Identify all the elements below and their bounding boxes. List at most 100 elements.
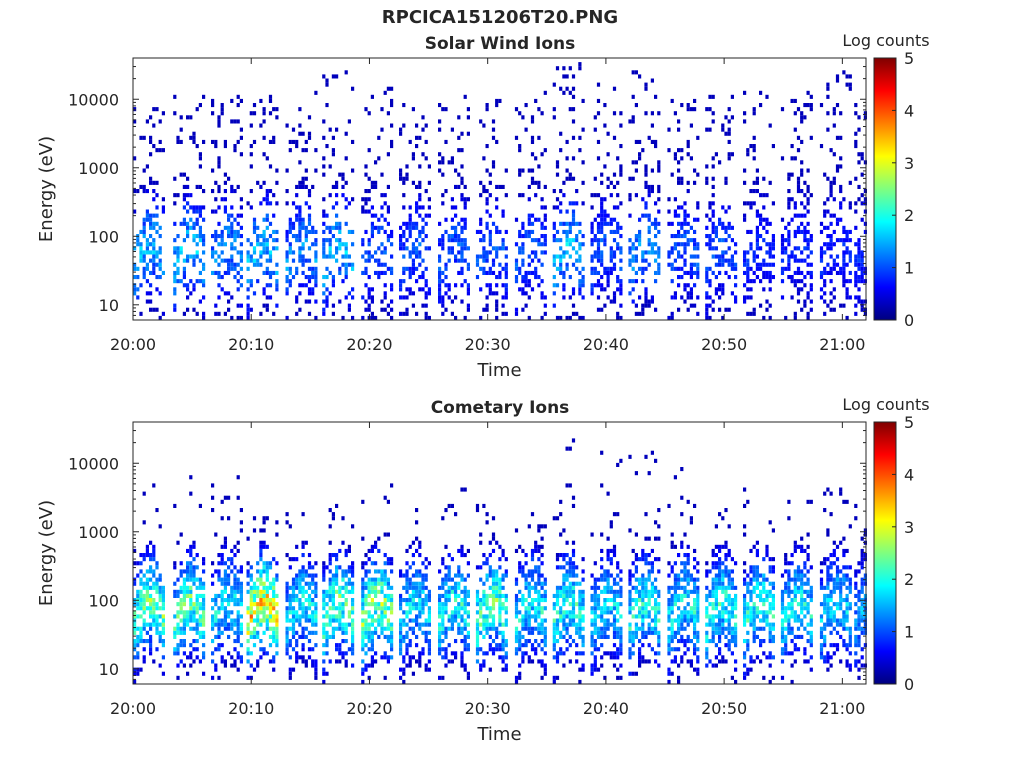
spectrogram-cell — [236, 119, 240, 124]
spectrogram-cell — [711, 213, 715, 218]
spectrogram-cell — [527, 659, 531, 664]
spectrogram-cell — [514, 528, 519, 533]
spectrogram-cell — [860, 299, 864, 304]
spectrogram-cell — [402, 266, 406, 271]
spectrogram-cell — [809, 135, 813, 140]
spectrogram-cell — [482, 307, 486, 312]
spectrogram-cell — [514, 135, 519, 140]
spectrogram-cell — [638, 229, 642, 234]
spectrogram-cell — [211, 508, 215, 513]
spectrogram-cell — [220, 238, 224, 243]
spectrogram-cell — [136, 643, 140, 648]
spectrogram-cell — [408, 270, 412, 275]
spectrogram-cell — [322, 311, 326, 316]
spectrogram-cell — [521, 225, 525, 230]
spectrogram-cell — [460, 270, 464, 275]
spectrogram-cell — [809, 275, 813, 280]
spectrogram-cell — [347, 610, 351, 615]
spectrogram-cell — [311, 266, 315, 271]
spectrogram-cell — [530, 643, 535, 648]
spectrogram-cell — [399, 238, 403, 243]
spectrogram-cell — [307, 585, 312, 590]
spectrogram-cell — [521, 287, 525, 292]
spectrogram-cell — [367, 634, 371, 639]
spectrogram-cell — [488, 553, 492, 558]
spectrogram-cell — [262, 520, 266, 525]
spectrogram-cell — [488, 287, 492, 292]
spectrogram-cell — [304, 606, 308, 611]
spectrogram-cell — [575, 630, 579, 635]
spectrogram-cell — [693, 254, 697, 259]
spectrogram-cell — [408, 606, 412, 611]
spectrogram-cell — [832, 176, 836, 181]
spectrogram-cell — [780, 266, 785, 271]
spectrogram-cell — [230, 213, 234, 218]
spectrogram-cell — [288, 242, 292, 247]
spectrogram-cell — [457, 630, 461, 635]
spectrogram-cell — [488, 593, 492, 598]
spectrogram-cell — [304, 573, 308, 578]
spectrogram-cell — [809, 250, 813, 255]
spectrogram-cell — [832, 197, 836, 202]
spectrogram-cell — [527, 262, 531, 267]
spectrogram-cell — [411, 291, 415, 296]
spectrogram-cell — [609, 589, 613, 594]
spectrogram-cell — [596, 667, 601, 672]
spectrogram-cell — [351, 262, 355, 267]
spectrogram-cell — [198, 659, 202, 664]
spectrogram-cell — [298, 107, 302, 112]
spectrogram-cell — [344, 266, 348, 271]
spectrogram-cell — [351, 606, 355, 611]
spectrogram-cell — [784, 315, 788, 320]
spectrogram-cell — [195, 618, 199, 623]
spectrogram-cell — [236, 569, 240, 574]
spectrogram-cell — [596, 250, 601, 255]
spectrogram-cell — [133, 156, 137, 161]
spectrogram-cell — [593, 593, 597, 598]
spectrogram-cell — [619, 287, 623, 292]
spectrogram-cell — [606, 610, 610, 615]
spectrogram-cell — [214, 139, 218, 144]
spectrogram-cell — [256, 614, 260, 619]
spectrogram-cell — [198, 213, 202, 218]
spectrogram-cell — [152, 659, 156, 664]
spectrogram-cell — [530, 598, 535, 603]
spectrogram-cell — [390, 585, 394, 590]
spectrogram-cell — [485, 258, 489, 263]
spectrogram-cell — [768, 287, 772, 292]
spectrogram-cell — [693, 242, 697, 247]
spectrogram-cell — [383, 283, 387, 288]
spectrogram-cell — [399, 295, 403, 300]
spectrogram-cell — [540, 593, 544, 598]
spectrogram-cell — [152, 307, 156, 312]
spectrogram-cell — [182, 618, 186, 623]
spectrogram-cell — [402, 634, 406, 639]
spectrogram-cell — [155, 622, 159, 627]
spectrogram-cell — [447, 246, 451, 251]
spectrogram-cell — [857, 184, 861, 189]
spectrogram-cell — [351, 565, 355, 570]
spectrogram-cell — [272, 589, 276, 594]
spectrogram-cell — [142, 573, 146, 578]
spectrogram-cell — [475, 503, 480, 508]
spectrogram-cell — [351, 524, 355, 529]
spectrogram-cell — [575, 581, 579, 586]
spectrogram-cell — [230, 295, 234, 300]
spectrogram-cell — [370, 225, 374, 230]
spectrogram-cell — [133, 548, 137, 553]
spectrogram-cell — [641, 266, 645, 271]
spectrogram-cell — [460, 655, 464, 660]
spectrogram-cell — [708, 107, 712, 112]
spectrogram-cell — [383, 610, 387, 615]
spectrogram-cell — [217, 205, 221, 210]
spectrogram-cell — [405, 311, 409, 316]
spectrogram-cell — [252, 111, 257, 116]
spectrogram-cell — [590, 622, 594, 627]
spectrogram-cell — [139, 598, 143, 603]
spectrogram-cell — [730, 254, 734, 259]
spectrogram-cell — [268, 618, 273, 623]
spectrogram-cell — [421, 270, 425, 275]
spectrogram-cell — [616, 221, 620, 226]
spectrogram-cell — [514, 275, 519, 280]
spectrogram-cell — [236, 94, 240, 99]
